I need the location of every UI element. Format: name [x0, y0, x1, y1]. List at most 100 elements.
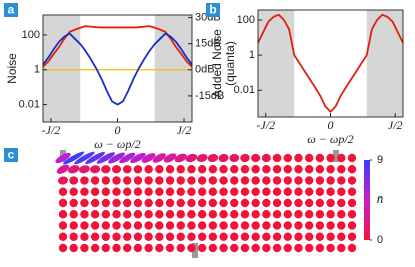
panel-label: b [209, 3, 216, 17]
y2-tick-label: -15dB [195, 90, 224, 102]
site-dot [155, 165, 164, 174]
site-dot [101, 187, 111, 196]
site-dot [347, 153, 357, 163]
site-dot [347, 243, 357, 253]
site-dot [272, 210, 282, 219]
y2-tick-label: 15dB [195, 38, 221, 50]
site-dot [133, 187, 143, 196]
site-dot [272, 165, 282, 174]
site-dot [90, 176, 100, 185]
site-dot [155, 232, 164, 241]
site-dot [347, 176, 357, 185]
site-dot [133, 210, 143, 219]
site-dot [326, 153, 335, 163]
site-dot [69, 243, 78, 253]
site-dot [326, 198, 335, 208]
site-dot [90, 243, 100, 253]
site-dot [294, 153, 303, 163]
site-dot [315, 187, 325, 196]
site-dot [165, 165, 175, 174]
site-dot [112, 210, 121, 219]
probe-marker [192, 243, 198, 258]
site-dot [165, 232, 175, 241]
site-dot [219, 198, 228, 208]
site-dot [240, 243, 250, 253]
site-dot [294, 210, 303, 219]
site-dot [230, 210, 239, 219]
site-dot [251, 221, 260, 230]
site-dot [283, 243, 292, 253]
site-dot [304, 210, 314, 219]
site-dot [304, 243, 314, 253]
site-dot [187, 232, 196, 241]
site-dot [315, 243, 325, 253]
site-dot [176, 221, 185, 230]
site-dot [283, 153, 293, 163]
site-dot [69, 176, 79, 185]
site-dot [304, 165, 314, 174]
site-dot [187, 221, 196, 230]
site-dot [112, 232, 121, 241]
shaded-region [366, 10, 403, 117]
site-dot [219, 243, 228, 253]
site-dot [123, 221, 132, 230]
site-dot [96, 152, 115, 164]
site-dot [294, 232, 303, 241]
site-dot [80, 221, 89, 230]
site-dot [272, 187, 282, 196]
site-dot [219, 165, 228, 174]
site-dot [262, 232, 271, 241]
site-dot [69, 198, 78, 208]
site-dot [187, 187, 196, 196]
site-dot [230, 198, 239, 208]
site-dot [337, 176, 346, 185]
site-dot [123, 210, 132, 219]
site-dot [90, 221, 100, 230]
site-dot [101, 198, 111, 208]
site-dot [101, 210, 111, 219]
site-dot [133, 198, 143, 208]
site-dot [240, 176, 250, 185]
site-dot [262, 165, 271, 174]
site-dot [187, 176, 196, 185]
site-dot [63, 151, 85, 165]
site-dot [230, 176, 239, 185]
site-dot [230, 165, 239, 174]
site-dot [185, 153, 198, 163]
y-tick-label: 1 [34, 64, 40, 76]
site-dot [165, 210, 175, 219]
site-dot [283, 176, 292, 185]
site-dot [294, 198, 303, 208]
panel-label: c [8, 148, 15, 162]
site-dot [133, 243, 143, 253]
site-dot [197, 243, 207, 253]
site-dot [123, 198, 132, 208]
y-tick-label: 0.01 [234, 84, 255, 96]
site-dot [108, 152, 125, 164]
site-dot [122, 165, 132, 174]
site-dot [208, 221, 218, 230]
site-dot [112, 221, 121, 230]
site-dot [337, 210, 346, 219]
site-dot [262, 221, 271, 230]
site-dot [304, 232, 314, 241]
site-dot [219, 210, 228, 219]
site-dot [218, 153, 229, 163]
site-dot [208, 176, 218, 185]
site-dot [165, 187, 175, 196]
y-tick-label: 100 [237, 14, 255, 26]
site-dot [176, 176, 185, 185]
site-dot [69, 187, 78, 196]
site-dot [304, 176, 314, 185]
site-dot [101, 165, 111, 174]
site-dot [90, 210, 100, 219]
site-dot [347, 221, 357, 230]
site-dot [251, 176, 260, 185]
site-dot [272, 232, 282, 241]
site-dot [347, 210, 357, 219]
site-dot [337, 153, 346, 163]
site-dot [294, 176, 303, 185]
site-dot [144, 187, 153, 196]
site-dot [163, 153, 177, 163]
